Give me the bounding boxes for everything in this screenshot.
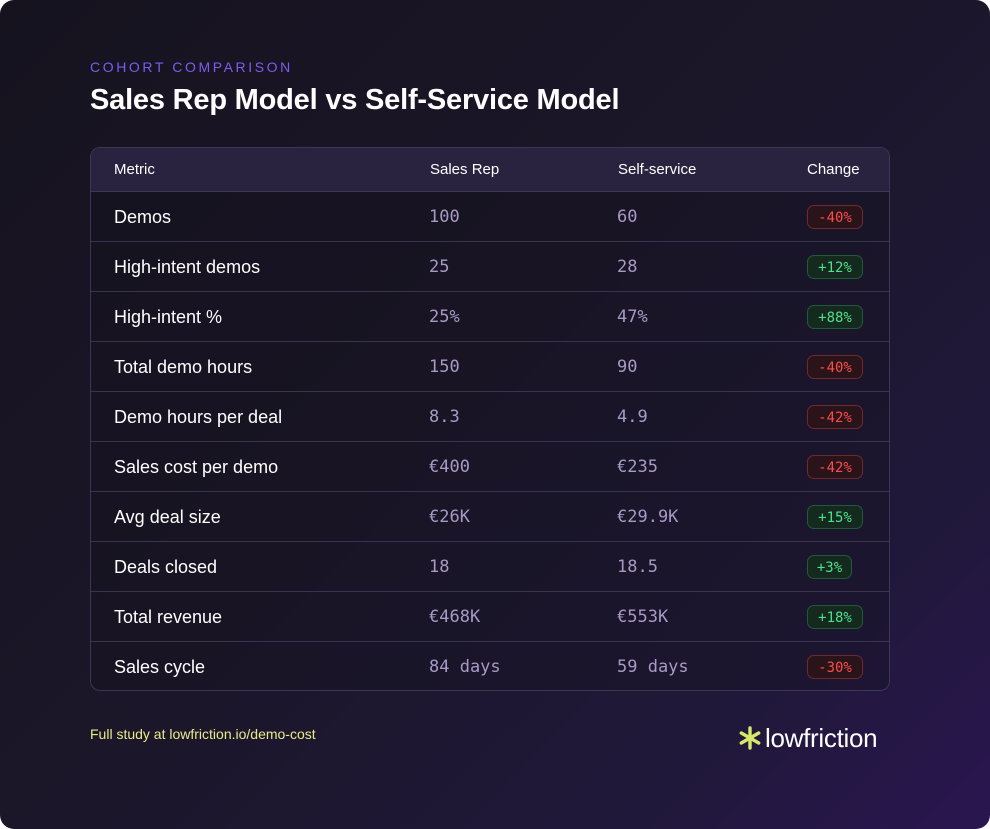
self-service-cell: €29.9K	[617, 507, 679, 527]
sales-rep-cell: 84 days	[429, 657, 501, 677]
self-service-cell: 90	[617, 357, 638, 377]
self-service-cell: 60	[617, 207, 638, 227]
table-row: Total demo hours 150 90 -40%	[91, 342, 889, 392]
self-service-cell: 18.5	[617, 557, 658, 577]
sales-rep-cell: €400	[429, 457, 470, 477]
sales-rep-cell: 25	[429, 257, 450, 277]
table-row: Sales cost per demo €400 €235 -42%	[91, 442, 889, 492]
metric-cell: Total revenue	[114, 607, 223, 627]
brand-logo: lowfriction	[738, 720, 878, 756]
header-metric: Metric	[114, 161, 155, 178]
metric-cell: High-intent %	[114, 307, 223, 327]
change-badge: +3%	[807, 555, 852, 579]
change-badge: +88%	[807, 305, 863, 329]
table-row: High-intent demos 25 28 +12%	[91, 242, 889, 292]
change-badge: -40%	[807, 205, 863, 229]
change-badge: +18%	[807, 605, 863, 629]
metric-cell: Sales cost per demo	[114, 457, 279, 477]
comparison-table: Metric Sales Rep Self-service Change Dem…	[90, 147, 890, 691]
sales-rep-cell: €26K	[429, 507, 470, 527]
sales-rep-cell: €468K	[429, 607, 481, 627]
metric-cell: Demos	[114, 207, 172, 227]
table-row: Sales cycle 84 days 59 days -30%	[91, 642, 889, 690]
table-row: Deals closed 18 18.5 +3%	[91, 542, 889, 592]
self-service-cell: €553K	[617, 607, 669, 627]
change-badge: +15%	[807, 505, 863, 529]
page-title: Sales Rep Model vs Self-Service Model	[90, 84, 620, 116]
change-badge: -30%	[807, 655, 863, 679]
sales-rep-cell: 100	[429, 207, 460, 227]
sales-rep-cell: 8.3	[429, 407, 460, 427]
metric-cell: Sales cycle	[114, 657, 206, 677]
change-badge: +12%	[807, 255, 863, 279]
study-link[interactable]: Full study at lowfriction.io/demo-cost	[90, 726, 316, 742]
self-service-cell: 47%	[617, 307, 648, 327]
sales-rep-cell: 150	[429, 357, 460, 377]
table-row: Demo hours per deal 8.3 4.9 -42%	[91, 392, 889, 442]
self-service-cell: 4.9	[617, 407, 648, 427]
change-badge: -40%	[807, 355, 863, 379]
header-self-service: Self-service	[618, 161, 697, 178]
logo-wordmark: lowfriction	[765, 722, 878, 753]
metric-cell: Total demo hours	[114, 357, 253, 377]
table-row: High-intent % 25% 47% +88%	[91, 292, 889, 342]
table-header: Metric Sales Rep Self-service Change	[91, 148, 889, 192]
self-service-cell: 28	[617, 257, 638, 277]
change-badge: -42%	[807, 455, 863, 479]
table-row: Demos 100 60 -40%	[91, 192, 889, 242]
metric-cell: Demo hours per deal	[114, 407, 283, 427]
table-row: Avg deal size €26K €29.9K +15%	[91, 492, 889, 542]
header-sales-rep: Sales Rep	[430, 161, 500, 178]
metric-cell: Deals closed	[114, 557, 218, 577]
header-change: Change	[807, 161, 860, 178]
self-service-cell: €235	[617, 457, 658, 477]
sales-rep-cell: 25%	[429, 307, 460, 327]
eyebrow-label: COHORT COMPARISON	[90, 59, 293, 75]
asterisk-icon	[739, 726, 761, 750]
metric-cell: High-intent demos	[114, 257, 261, 277]
sales-rep-cell: 18	[429, 557, 450, 577]
change-badge: -42%	[807, 405, 863, 429]
table-row: Total revenue €468K €553K +18%	[91, 592, 889, 642]
metric-cell: Avg deal size	[114, 507, 221, 527]
self-service-cell: 59 days	[617, 657, 689, 677]
